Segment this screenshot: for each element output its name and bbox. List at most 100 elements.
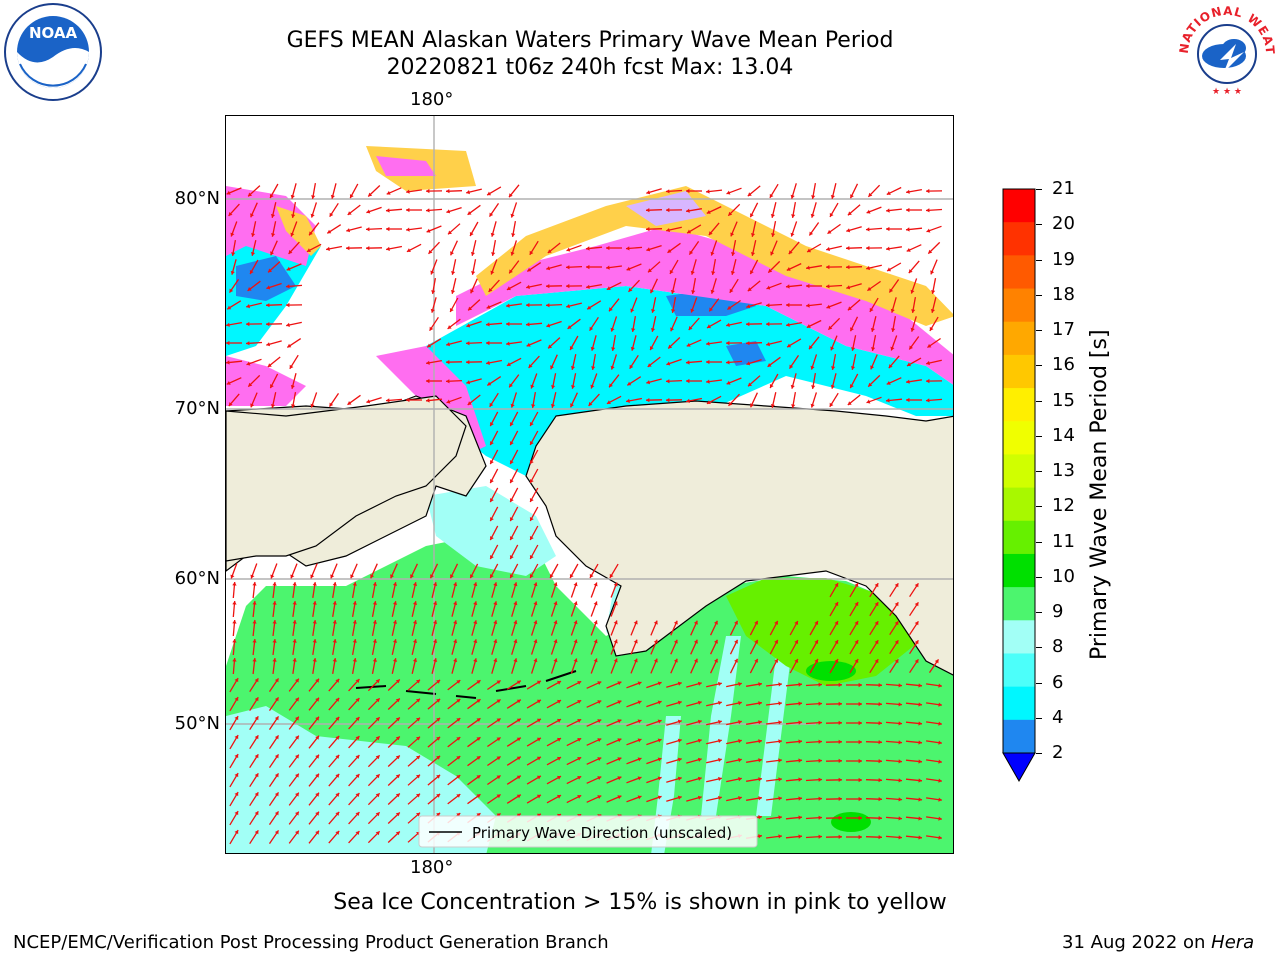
wave-arrow-head [778, 682, 782, 687]
wave-arrow-head [310, 403, 315, 408]
wave-arrow-head [286, 266, 291, 271]
wave-arrow-head [754, 620, 758, 625]
wave-arrow-head [254, 792, 259, 797]
wave-arrow-head [533, 658, 538, 663]
wave-arrow-head [516, 680, 521, 685]
wave-arrow-head [426, 228, 431, 233]
wave-arrow-head [228, 402, 233, 407]
wave-arrow-head [227, 305, 232, 310]
wave-arrow-head [718, 719, 722, 724]
ice-pink-west [226, 186, 316, 266]
wave-arrow-head [666, 361, 671, 366]
wave-arrow-head [488, 288, 493, 292]
wave-arrow-head [274, 792, 279, 797]
wave-arrow-head [473, 620, 478, 625]
wave-arrow-head [536, 794, 541, 799]
wave-arrow-head [468, 306, 473, 311]
wave-arrow-head [368, 192, 373, 197]
wave-arrow-head [395, 717, 400, 722]
wave-arrow-head [234, 811, 239, 816]
wave-arrow-head [846, 246, 850, 251]
wave-arrow-head [886, 398, 890, 403]
wave-arrow-head [850, 327, 854, 332]
wave-arrow-head [854, 602, 859, 607]
wave-arrow-head [627, 381, 632, 386]
wave-arrow-head [726, 360, 730, 365]
wave-arrow-head [910, 327, 915, 332]
wave-arrow-head [931, 290, 936, 294]
wave-arrow-head [551, 385, 556, 389]
wave-arrow-head [858, 701, 862, 707]
wave-arrow-head [758, 815, 762, 820]
wave-arrow-head [838, 720, 842, 725]
wave-arrow-head [450, 290, 456, 294]
wave-arrow-head [536, 718, 541, 723]
wave-arrow-head [254, 716, 259, 721]
wave-arrow-head [593, 658, 598, 663]
wave-arrow-head [718, 738, 722, 743]
wave-arrow-head [232, 601, 237, 605]
wave-arrow-head [646, 227, 650, 232]
wave-arrow-head [890, 346, 895, 351]
wave-arrow-head [496, 775, 501, 780]
wave-arrow-head [509, 441, 514, 446]
wave-arrow-head [766, 285, 771, 290]
wave-arrow-head [587, 305, 592, 310]
wave-arrow-head [226, 360, 230, 365]
wave-arrow-head [906, 207, 910, 213]
wave-arrow-head [830, 195, 835, 199]
wave-arrow-head [886, 208, 890, 213]
wave-arrow-head [926, 378, 930, 384]
wave-arrow-head [546, 303, 550, 308]
wave-arrow-head [466, 323, 471, 328]
wave-arrow-head [786, 284, 790, 289]
wave-arrow-head [530, 384, 535, 389]
wave-arrow-head [706, 400, 711, 404]
wave-arrow-head [355, 774, 360, 778]
wave-arrow-head [871, 347, 876, 351]
wave-arrow-head [412, 601, 418, 605]
wave-arrow-head [250, 252, 256, 256]
wave-arrow-head [657, 719, 662, 724]
wave-arrow-head [858, 758, 862, 764]
wave-arrow-head [493, 601, 498, 606]
wave-arrow-head [476, 699, 481, 703]
wave-arrow-head [938, 683, 942, 688]
wave-arrow-head [395, 736, 400, 741]
wave-arrow-head [637, 757, 642, 762]
wave-arrow-head [426, 398, 430, 403]
wave-arrow-head [335, 830, 340, 835]
wave-arrow-head [511, 233, 516, 237]
wave-arrow-head [315, 830, 319, 835]
wave-arrow-head [886, 191, 891, 195]
wave-arrow-head [677, 738, 682, 743]
wave-arrow-head [506, 341, 510, 346]
wave-arrow-head [557, 775, 561, 780]
colorbar-tick-label: 2 [1052, 742, 1064, 763]
wave-arrow-head [473, 639, 478, 644]
wave-arrow-head [546, 323, 551, 328]
wave-arrow-head [476, 775, 481, 779]
wave-arrow-head [734, 620, 738, 625]
wave-arrow-head [613, 639, 618, 644]
wave-arrow-head [810, 365, 815, 370]
colorbar-block [1003, 321, 1035, 356]
wave-arrow-head [466, 360, 470, 365]
wave-arrow-head [597, 795, 602, 799]
wave-arrow-head [557, 756, 561, 761]
wave-arrow-head [606, 400, 611, 404]
wave-arrow-head [513, 582, 518, 587]
wave-arrow-head [533, 601, 538, 606]
wave-arrow-head [847, 211, 852, 216]
wave-arrow-head [513, 639, 518, 644]
wave-arrow-head [553, 582, 558, 587]
wave-arrow-head [858, 834, 862, 840]
wave-arrow-head [557, 794, 561, 799]
wave-arrow-head [332, 620, 337, 624]
wave-arrow-head [606, 245, 610, 251]
wave-arrow-head [570, 403, 574, 408]
lat-label-80n: 80°N [174, 188, 220, 209]
wave-arrow-head [918, 778, 922, 783]
wave-arrow-head [610, 365, 615, 370]
wave-arrow-head [928, 249, 933, 254]
